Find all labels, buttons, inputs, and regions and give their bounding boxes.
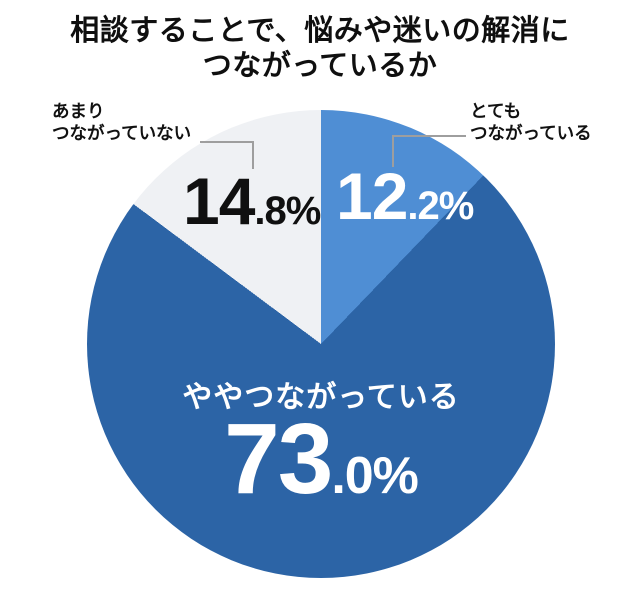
callout-very-line1: とても bbox=[470, 101, 522, 121]
value-very-frac: .2% bbox=[407, 184, 474, 228]
leader-line-very bbox=[392, 135, 466, 167]
value-not-much-frac: .8% bbox=[254, 189, 321, 233]
value-somewhat: 73 .0% bbox=[224, 402, 419, 517]
value-not-much: 14 .8% bbox=[183, 163, 321, 239]
callout-not-much-label: あまり つながっていない bbox=[52, 100, 191, 144]
callout-very-label: とても つながっている bbox=[470, 100, 592, 144]
value-very: 12 .2% bbox=[336, 158, 474, 234]
value-somewhat-frac: .0% bbox=[331, 447, 419, 505]
page-title-line2: つながっているか bbox=[202, 50, 438, 82]
value-not-much-int: 14 bbox=[183, 164, 255, 238]
leader-line-not-much bbox=[200, 141, 254, 169]
page-title: 相談することで、悩みや迷いの解消に つながっているか bbox=[0, 14, 640, 84]
pie-chart bbox=[87, 110, 555, 578]
value-somewhat-int: 73 bbox=[224, 403, 333, 515]
callout-not-much-line1: あまり bbox=[52, 101, 105, 121]
value-very-int: 12 bbox=[336, 159, 408, 233]
slice-somewhat-label: ややつながっている bbox=[182, 381, 460, 414]
callout-not-much-line2: つながっていない bbox=[52, 123, 192, 143]
callout-very-line2: つながっている bbox=[470, 123, 592, 143]
page-title-line1: 相談することで、悩みや迷いの解消に bbox=[70, 15, 570, 47]
